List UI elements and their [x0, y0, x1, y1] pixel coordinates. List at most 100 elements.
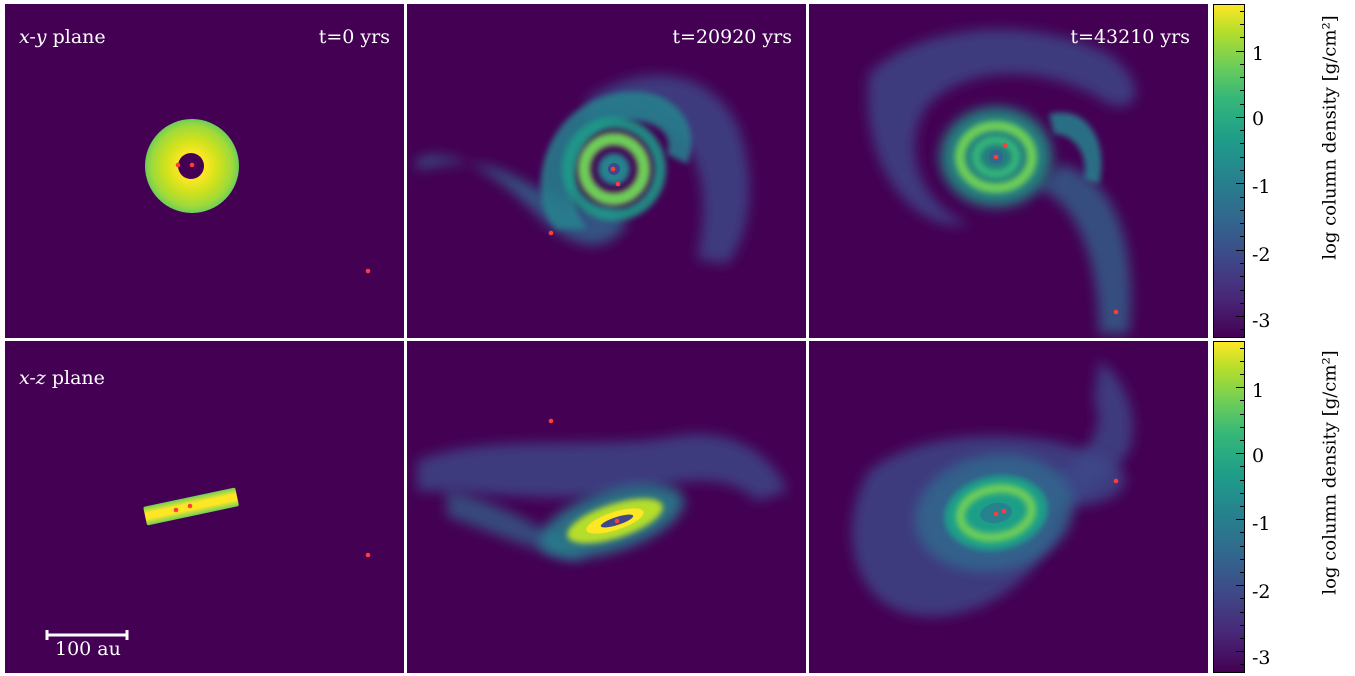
density-map-xz-t0: [143, 487, 371, 558]
star-marker: [189, 162, 195, 168]
colorbar-tick: [1240, 37, 1244, 39]
colorbar-tick-label: -3: [1252, 647, 1271, 669]
colorbar-tick: [1236, 585, 1244, 587]
colorbar-label-bottom: log column density [g/cm²]: [1319, 350, 1341, 595]
panel-xy-t1: t=20920 yrs: [407, 4, 806, 338]
star-marker: [365, 552, 371, 558]
colorbar-tick: [1236, 387, 1244, 389]
colorbar-tick-label: -2: [1252, 581, 1271, 603]
colorbar-tick: [1240, 289, 1244, 291]
colorbar-bottom: [1213, 341, 1245, 673]
colorbar-tick-label: -1: [1252, 513, 1271, 535]
colorbar-tick: [1240, 598, 1244, 600]
colorbar-tick: [1240, 572, 1244, 573]
colorbar-tick: [1240, 156, 1244, 158]
star-marker: [365, 268, 371, 274]
star-marker: [1113, 309, 1119, 315]
star-marker: [993, 154, 999, 160]
plane-label: x-y plane: [19, 26, 106, 48]
colorbar-tick: [1236, 316, 1244, 318]
colorbar-tick: [1240, 624, 1244, 626]
panel-xz-t1: [407, 341, 806, 673]
colorbar-tick-label: 0: [1252, 445, 1265, 467]
colorbar-tick: [1240, 611, 1244, 613]
panel-xy-t2: t=43210 yrs: [809, 4, 1208, 338]
colorbar-tick: [1240, 209, 1244, 211]
star-marker: [610, 166, 616, 172]
colorbar-tick: [1236, 183, 1244, 185]
panel-xy-t0: x-y plane t=0 yrs: [5, 4, 404, 338]
star-marker: [615, 181, 621, 187]
colorbar-tick: [1240, 638, 1244, 639]
scale-bar: [45, 630, 129, 640]
star-marker: [187, 503, 193, 509]
colorbar-tick: [1240, 263, 1244, 264]
colorbar-tick: [1240, 400, 1244, 402]
colorbar-tick: [1240, 329, 1244, 331]
colorbar-tick-label: -2: [1252, 244, 1271, 266]
colorbar-tick: [1240, 276, 1244, 278]
colorbar-tick-label: 1: [1252, 43, 1265, 65]
density-map-xy-t0: [145, 119, 371, 274]
colorbar-tick: [1240, 664, 1244, 666]
star-marker: [173, 507, 179, 513]
star-marker: [614, 518, 620, 524]
colorbar-tick: [1236, 116, 1244, 118]
colorbar-tick: [1240, 374, 1244, 375]
panel-xz-t0: x-z plane 100 au: [5, 341, 404, 673]
colorbar-tick: [1240, 10, 1244, 12]
density-map-xy-t2: [867, 29, 1136, 334]
density-map-xz-t2: [852, 361, 1133, 617]
star-marker: [548, 418, 554, 424]
colorbar-tick: [1240, 23, 1244, 25]
scale-bar-label: 100 au: [55, 638, 121, 660]
colorbar-tick-label: 0: [1252, 108, 1265, 130]
density-map-xz-t1: [417, 418, 787, 561]
colorbar-tick: [1240, 440, 1244, 441]
colorbar-tick: [1240, 413, 1244, 415]
star-marker: [1113, 478, 1119, 484]
time-label: t=0 yrs: [318, 26, 390, 48]
colorbar-tick: [1240, 302, 1244, 304]
colorbar-tick-label: -3: [1252, 310, 1271, 332]
colorbar-tick: [1240, 196, 1244, 198]
colorbar-tick: [1236, 453, 1244, 455]
colorbar-top: [1213, 4, 1245, 338]
time-label: t=20920 yrs: [672, 26, 792, 48]
colorbar-tick: [1240, 63, 1244, 65]
colorbar-tick: [1240, 170, 1244, 171]
colorbar-tick-label: 1: [1252, 380, 1265, 402]
colorbar-tick: [1240, 479, 1244, 481]
colorbar-tick: [1240, 360, 1244, 362]
colorbar-label-top: log column density [g/cm²]: [1319, 15, 1341, 260]
colorbar-tick: [1240, 506, 1244, 507]
colorbar-tick: [1236, 519, 1244, 521]
colorbar-tick: [1240, 130, 1244, 132]
colorbar-tick: [1240, 90, 1244, 92]
colorbar-tick: [1240, 558, 1244, 560]
star-marker: [175, 162, 181, 168]
colorbar-tick: [1236, 50, 1244, 52]
time-label: t=43210 yrs: [1070, 26, 1190, 48]
colorbar-tick: [1240, 532, 1244, 534]
colorbar-tick: [1240, 545, 1244, 547]
colorbar-tick: [1240, 236, 1244, 238]
colorbar-tick: [1240, 426, 1244, 428]
colorbar-tick: [1240, 347, 1244, 349]
colorbar-tick: [1240, 77, 1244, 78]
colorbar-tick: [1236, 249, 1244, 251]
panel-xz-t2: [809, 341, 1208, 673]
colorbar-tick: [1240, 492, 1244, 494]
density-map-xy-t1: [417, 75, 750, 264]
colorbar-tick: [1240, 143, 1244, 145]
star-marker: [1002, 142, 1008, 148]
star-marker: [1001, 508, 1007, 514]
plane-label: x-z plane: [19, 367, 105, 389]
colorbar-tick: [1240, 223, 1244, 225]
colorbar-tick: [1240, 466, 1244, 468]
colorbar-tick: [1240, 103, 1244, 105]
star-marker: [548, 230, 554, 236]
star-marker: [993, 511, 999, 517]
colorbar-tick: [1236, 651, 1244, 653]
colorbar-tick-label: -1: [1252, 176, 1271, 198]
